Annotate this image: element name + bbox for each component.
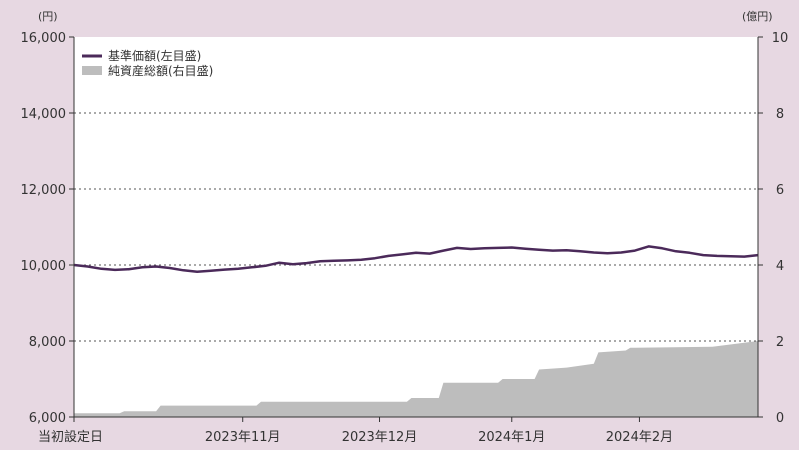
x-tick-label-4: 2024年2月 — [606, 430, 673, 445]
y-left-tick-label-5: 16,000 — [21, 31, 67, 46]
y-left-tick-label-4: 14,000 — [21, 107, 67, 122]
legend-swatch-assets — [82, 66, 102, 75]
series-area-net-assets — [74, 341, 758, 417]
left-unit-label: (円) — [38, 10, 58, 23]
y-right-tick-label-1: 2 — [776, 335, 784, 350]
y-left-tick-label-2: 10,000 — [21, 259, 67, 274]
y-right-tick-label-3: 6 — [776, 183, 784, 198]
legend: 基準価額(左目盛) 純資産総額(右目盛) — [82, 48, 213, 78]
x-tick-label-0: 当初設定日 — [38, 429, 103, 445]
x-tick-label-2: 2023年12月 — [342, 430, 418, 445]
series-line-nav — [73, 245, 759, 274]
y-left-tick-label-0: 6,000 — [29, 411, 66, 426]
y-right-tick-label-5: 10 — [772, 31, 789, 46]
x-tick-label-3: 2024年1月 — [478, 430, 545, 445]
y-left-tick-label-1: 8,000 — [29, 335, 66, 350]
y-right-tick-label-2: 4 — [776, 259, 784, 274]
legend-label-assets: 純資産総額(右目盛) — [108, 63, 213, 78]
legend-label-nav: 基準価額(左目盛) — [108, 48, 201, 63]
y-left-tick-label-3: 12,000 — [21, 183, 67, 198]
y-right-tick-label-0: 0 — [776, 411, 784, 426]
y-right-tick-label-4: 8 — [776, 107, 784, 122]
x-tick-label-1: 2023年11月 — [205, 430, 281, 445]
right-unit-label: (億円) — [742, 10, 773, 23]
